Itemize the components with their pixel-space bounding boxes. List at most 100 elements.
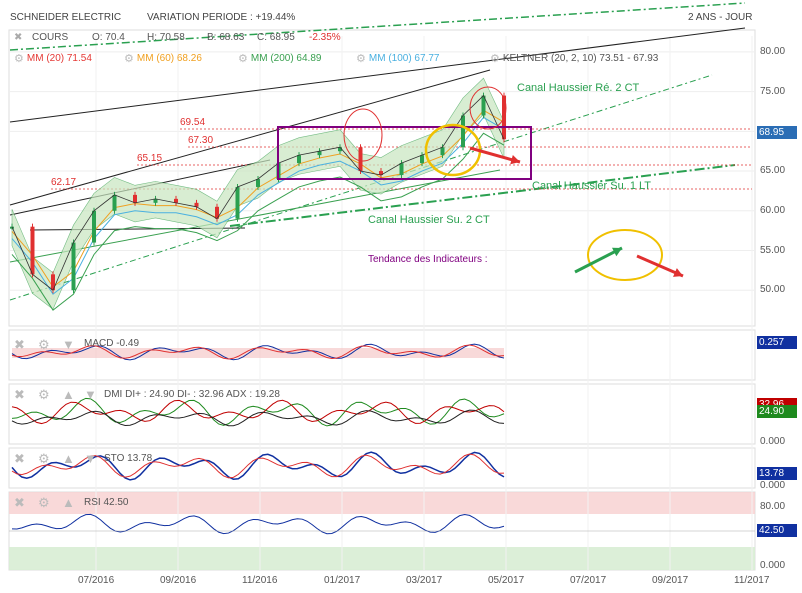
gear-icon[interactable]: ⚙ <box>124 53 134 65</box>
quote-change: -2.35% <box>309 32 341 43</box>
x-tick-label: 11/2017 <box>734 575 770 586</box>
trendline <box>9 27 746 123</box>
y-tick-label: 50.00 <box>760 284 786 296</box>
price-line <box>11 94 505 291</box>
candle <box>461 115 465 148</box>
y-tick-label: 80.00 <box>760 45 786 57</box>
rsi-value: 42.50 <box>757 524 797 537</box>
x-tick-label: 11/2016 <box>242 575 278 586</box>
close-icon[interactable]: ✖ <box>14 387 25 402</box>
arrow-up-icon[interactable]: ▲ <box>62 495 75 510</box>
gear-icon[interactable]: ⚙ <box>38 387 50 402</box>
sto-value: 13.78 <box>757 467 797 480</box>
period-label[interactable]: 2 ANS - JOUR <box>688 12 753 23</box>
close-icon[interactable]: ✖ <box>14 337 25 352</box>
rsi-zero: 0.000 <box>760 560 786 571</box>
candle <box>153 198 158 203</box>
x-tick-label: 09/2016 <box>160 575 197 586</box>
legend-mm60[interactable]: ⚙ MM (60) 68.26 <box>124 52 202 65</box>
gear-icon[interactable]: ⚙ <box>14 53 24 65</box>
arrow-up-icon[interactable]: ▲ <box>62 387 75 402</box>
price-tag: 68.95 <box>757 126 797 139</box>
level-6217: 62.17 <box>51 177 77 188</box>
gear-icon[interactable]: ⚙ <box>38 495 50 510</box>
red-circle <box>469 86 507 130</box>
red-arrow-head <box>510 155 520 165</box>
y-tick-label: 75.00 <box>760 85 786 97</box>
macd-value: 0.257 <box>757 336 797 349</box>
candle <box>92 210 96 243</box>
indicator-line <box>11 513 505 535</box>
tendance-label: Tendance des Indicateurs : <box>368 254 488 265</box>
moving-average-line <box>11 132 505 311</box>
legend-mm100[interactable]: ⚙ MM (100) 67.77 <box>356 52 439 65</box>
indicator-line <box>11 399 505 425</box>
channel-line <box>9 2 746 51</box>
stock-name: SCHNEIDER ELECTRIC <box>10 12 122 23</box>
candle <box>379 171 383 176</box>
red-circle <box>343 108 383 162</box>
channel-line <box>229 164 736 227</box>
gear-icon[interactable]: ⚙ <box>38 337 50 352</box>
legend-keltner[interactable]: ⚙ KELTNER (20, 2, 10) 73.51 - 67.93 <box>490 52 658 65</box>
close-icon[interactable]: ✖ <box>14 495 25 510</box>
rsi-title: RSI 42.50 <box>84 497 129 508</box>
candle <box>440 147 445 156</box>
candle <box>215 206 219 219</box>
x-tick-label: 09/2017 <box>652 575 689 586</box>
candle <box>71 242 76 291</box>
legend-mm200-label: MM (200) 64.89 <box>250 53 322 64</box>
y-tick-label: 60.00 <box>760 204 786 216</box>
green-arrow <box>574 246 623 274</box>
quote-label: COURS <box>32 32 69 43</box>
support-line <box>9 169 501 263</box>
dmi-zero: 0.000 <box>760 436 786 447</box>
x-tick-label: 01/2017 <box>324 575 361 586</box>
canal-su-lt-label: Canal Haussier Su. 1 LT <box>532 180 652 192</box>
legend-mm20[interactable]: ⚙ MM (20) 71.54 <box>14 52 92 65</box>
dmi-value-green: 24.90 <box>757 405 797 418</box>
close-icon[interactable]: ✖ <box>14 32 23 43</box>
arrow-down-icon[interactable]: ▼ <box>62 337 75 352</box>
candle <box>399 163 404 176</box>
candle <box>338 147 342 152</box>
arrow-down-icon[interactable]: ▼ <box>84 451 97 466</box>
legend-mm100-label: MM (100) 67.77 <box>368 53 440 64</box>
indicator-line <box>11 409 505 427</box>
indicator-line <box>11 397 505 427</box>
sto-zero: 0.000 <box>760 480 786 491</box>
candle <box>30 226 35 275</box>
gear-icon[interactable]: ⚙ <box>38 451 50 466</box>
legend-mm200[interactable]: ⚙ MM (200) 64.89 <box>238 52 321 65</box>
quote-low: B: 68.63 <box>207 32 245 43</box>
variation-periode: VARIATION PERIODE : +19.44% <box>147 12 296 23</box>
gear-icon[interactable]: ⚙ <box>238 53 248 65</box>
indicator-line <box>11 344 505 360</box>
candle <box>133 194 137 203</box>
candle <box>358 147 363 172</box>
arrow-down-icon[interactable]: ▼ <box>84 387 97 402</box>
y-tick-label: 65.00 <box>760 165 786 177</box>
sto-title: STO 13.78 <box>104 453 153 464</box>
dmi-title: DMI DI+ : 24.90 DI- : 32.96 ADX : 19.28 <box>104 389 280 400</box>
arrow-up-icon[interactable]: ▲ <box>62 451 75 466</box>
level-6515: 65.15 <box>137 153 163 164</box>
gear-icon[interactable]: ⚙ <box>490 53 500 65</box>
candle <box>174 198 178 203</box>
legend-mm60-label: MM (60) 68.26 <box>136 53 202 64</box>
close-icon[interactable]: ✖ <box>14 451 25 466</box>
legend-mm20-label: MM (20) 71.54 <box>26 53 92 64</box>
x-tick-label: 07/2016 <box>78 575 115 586</box>
x-tick-label: 07/2017 <box>570 575 607 586</box>
gear-icon[interactable]: ⚙ <box>356 53 366 65</box>
red-arrow-head <box>673 268 683 277</box>
quote-close: C: 68.95 <box>257 32 295 43</box>
candle <box>194 202 199 207</box>
indicator-line <box>11 453 505 479</box>
quote-high: H: 70.58 <box>147 32 185 43</box>
macd-title: MACD -0.49 <box>84 338 140 349</box>
candle <box>481 95 486 116</box>
yellow-circle <box>587 229 663 281</box>
